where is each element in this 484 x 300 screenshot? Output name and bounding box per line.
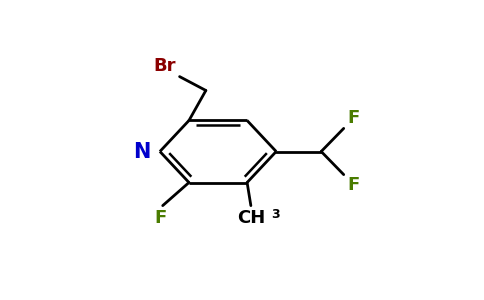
- Text: F: F: [348, 109, 360, 127]
- Text: CH: CH: [237, 209, 265, 227]
- Text: F: F: [155, 209, 167, 227]
- Text: N: N: [133, 142, 151, 161]
- Text: 3: 3: [272, 208, 280, 221]
- Text: Br: Br: [153, 57, 176, 75]
- Text: F: F: [348, 176, 360, 194]
